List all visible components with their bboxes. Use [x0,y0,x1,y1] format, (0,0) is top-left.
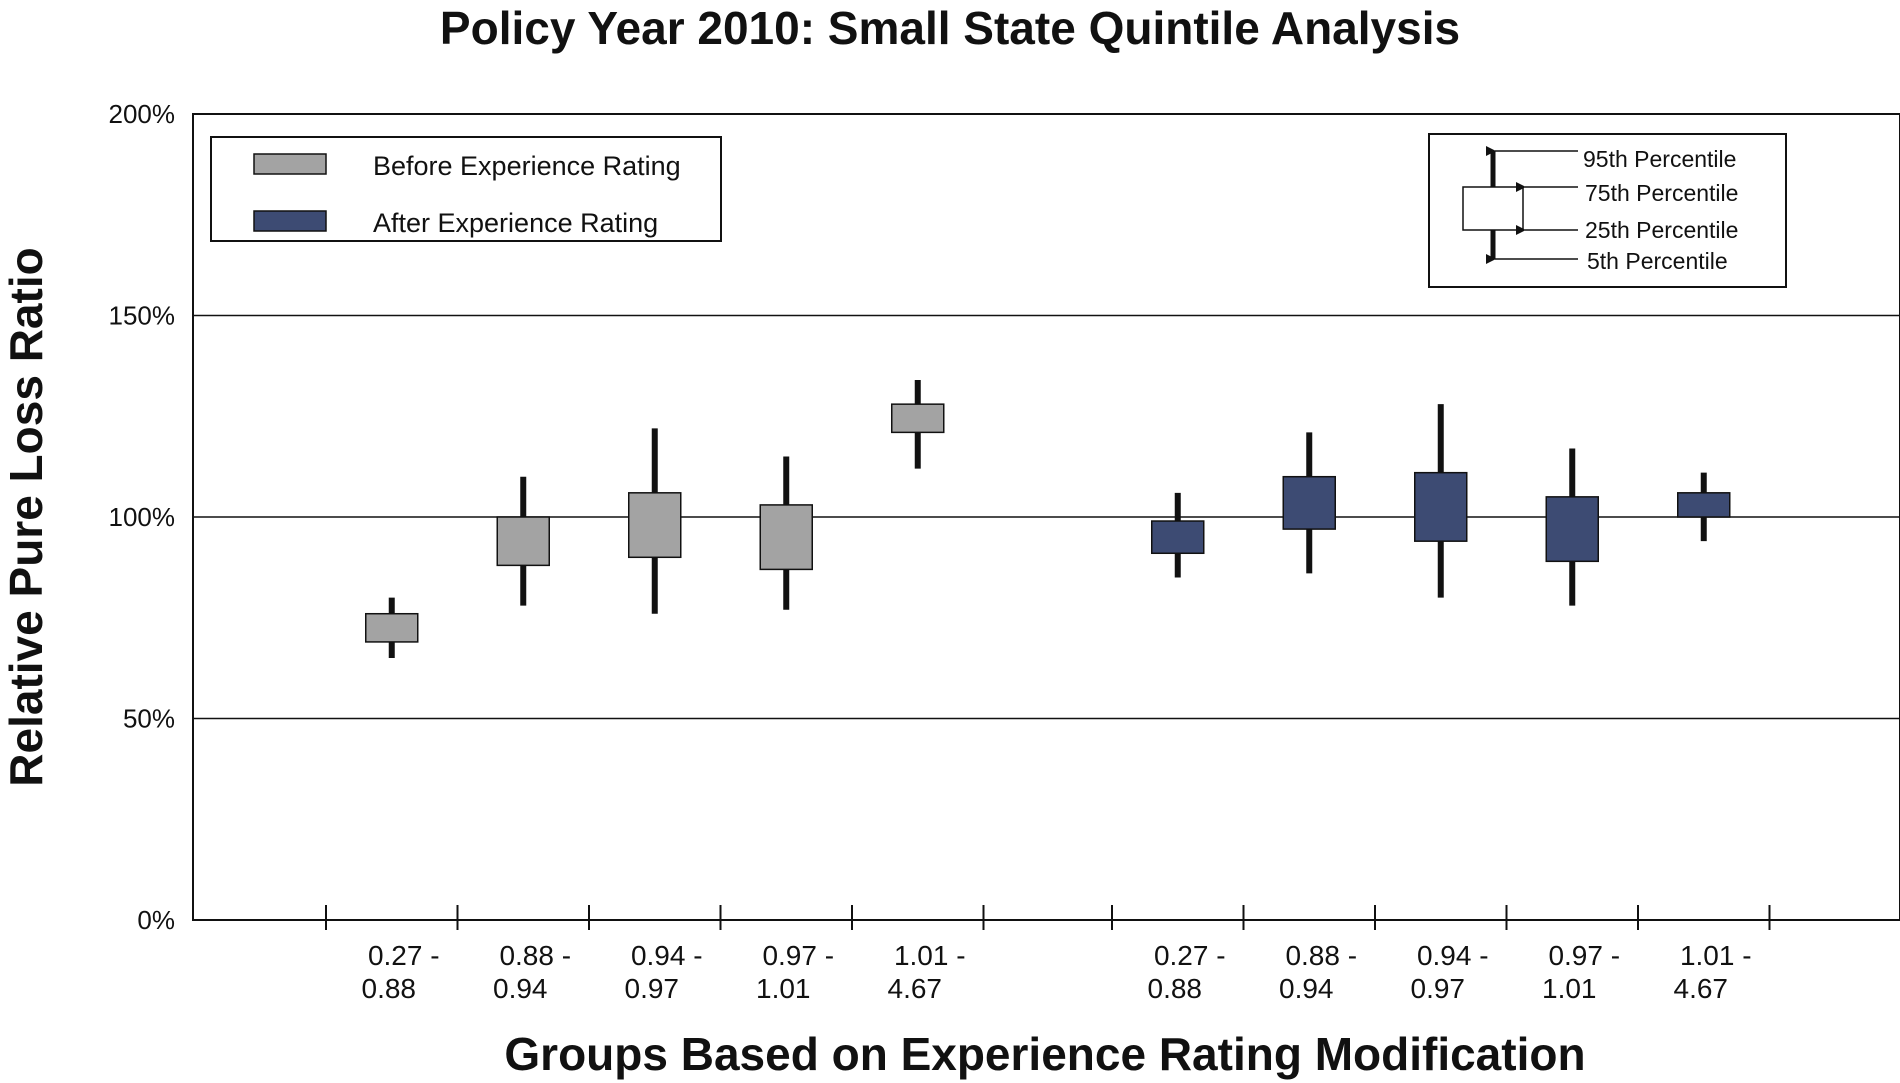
x-tick-label-after-top: 0.97 - [1548,940,1620,971]
gridlines [193,314,1900,720]
x-tick-label-after-bottom: 0.97 [1411,973,1466,1004]
legend-label-after: After Experience Rating [373,208,658,238]
box-before-5 [891,403,945,434]
x-tick-label-after-top: 0.94 - [1417,940,1489,971]
x-tick-label-before-top: 1.01 - [894,940,966,971]
y-tick-label: 200% [109,99,176,129]
x-tick-label-before-top: 0.88 - [499,940,571,971]
key-label-75: 75th Percentile [1585,180,1738,206]
y-axis-ticks: 0% 50% 100% 150% 200% [109,99,176,935]
key-label-5: 5th Percentile [1587,248,1728,274]
percentile-key: 95th Percentile 75th Percentile 25th Per… [1428,133,1787,288]
box-before-1 [365,612,419,643]
x-tick-label-after-top: 1.01 - [1680,940,1752,971]
x-tick-label-after-bottom: 1.01 [1542,973,1597,1004]
y-tick-label: 0% [137,905,175,935]
key-label-25: 25th Percentile [1585,217,1738,243]
x-tick-label-before-bottom: 0.88 [362,973,417,1004]
box-after-2 [1282,475,1336,530]
box-after-3 [1414,471,1468,542]
x-axis-title: Groups Based on Experience Rating Modifi… [504,1028,1585,1080]
x-tick-label-before-top: 0.94 - [631,940,703,971]
x-tick-label-before-bottom: 0.94 [493,973,548,1004]
x-tick-label-before-bottom: 4.67 [888,973,943,1004]
x-tick-label-after-bottom: 4.67 [1674,973,1729,1004]
legend-swatch-after [253,210,327,232]
box-after-5 [1677,492,1731,518]
key-label-95: 95th Percentile [1583,146,1736,172]
box-before-2 [496,516,550,567]
x-tick-label-before-bottom: 1.01 [756,973,811,1004]
box-after-4 [1545,496,1599,563]
x-tick-label-after-top: 0.88 - [1285,940,1357,971]
x-tick-label-after-bottom: 0.94 [1279,973,1334,1004]
y-tick-label: 100% [109,502,176,532]
y-tick-label: 150% [109,301,176,331]
box-before-3 [628,492,682,559]
box-series [365,379,1731,659]
x-tick-label-after-bottom: 0.88 [1148,973,1203,1004]
x-tick-label-after-top: 0.27 - [1154,940,1226,971]
legend-swatch-before [253,153,327,175]
legend-label-before: Before Experience Rating [373,151,681,181]
x-axis: 0.27 -0.880.88 -0.940.94 -0.970.97 -1.01… [325,905,1771,1004]
box-after-1 [1151,520,1205,555]
x-tick-label-before-top: 0.97 - [762,940,834,971]
legend: Before Experience Rating After Experienc… [210,136,722,242]
y-tick-label: 50% [123,704,175,734]
chart-title: Policy Year 2010: Small State Quintile A… [440,2,1460,54]
y-axis-title: Relative Pure Loss Ratio [0,247,52,786]
plot-area-frame [192,113,1900,921]
box-before-4 [759,504,813,571]
key-box [1462,186,1524,231]
x-tick-label-before-bottom: 0.97 [625,973,680,1004]
x-tick-label-before-top: 0.27 - [368,940,440,971]
